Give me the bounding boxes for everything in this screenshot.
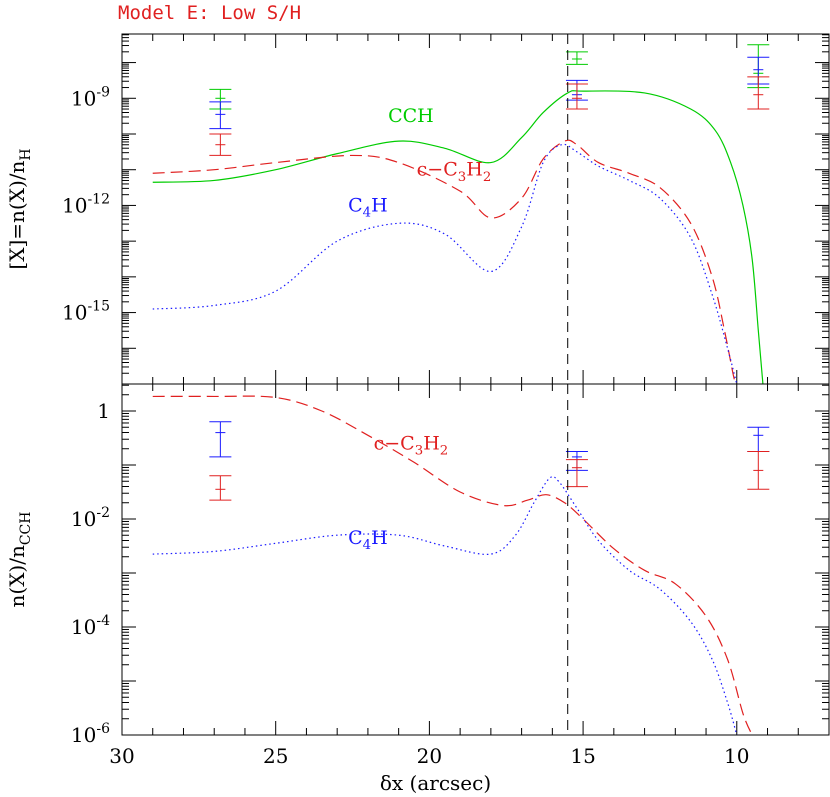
observation-errorbar [747,76,770,110]
y-tick-label: 10-9 [71,84,110,110]
plot-frame [121,383,830,736]
observation-errorbar [747,426,770,452]
series-line-cch [152,90,764,384]
y-tick-label: 10-2 [71,505,110,531]
observation-errorbar [565,51,588,65]
series-annotation: c−C3H2 [417,159,492,185]
observation-errorbar [209,475,232,501]
series-line-c4h [152,475,738,735]
series-line-cc3h2 [152,395,753,735]
y-tick-label: 10-4 [71,613,110,639]
plot-frame [121,33,830,385]
observation-errorbar [209,101,232,130]
observation-errorbar [209,133,232,156]
y-tick-label: 10-12 [62,191,110,217]
x-tick-label: 20 [417,744,442,768]
y-axis-label: [X]=n(X)/nH [5,148,34,269]
x-tick-label: 30 [109,744,134,768]
y-tick-label: 1 [97,399,110,423]
observation-errorbar [747,451,770,490]
series-annotation: CCH [388,105,434,127]
panel-top: 10-9 10-12 10-15 CCH c−C3H2 C4H [X]=n(X)/nH [5,33,830,385]
panel-bottom: 1 10-2 10-4 10-6 c−C3H2 C4H n(X)/nCCH 30 25 20 15 1… [5,383,830,795]
y-tick-label: 10-6 [71,721,110,747]
y-axis-label: n(X)/nCCH [5,512,34,608]
y-tick-label: 10-15 [62,299,110,325]
series-line-cc3h2 [152,139,738,384]
observation-errorbar [565,459,588,488]
series-annotation: C4H [348,194,388,220]
series-annotation: C4H [348,527,388,553]
series-annotation: c−C3H2 [374,432,449,458]
observation-errorbar [747,56,770,85]
x-tick-label: 15 [570,744,595,768]
observation-errorbar [565,83,588,110]
x-tick-label: 10 [724,744,749,768]
observation-errorbar [209,421,232,458]
x-tick-label: 25 [263,744,288,768]
figure-title: Model E: Low S/H [118,2,302,24]
x-axis-label: δx (arcsec) [380,771,491,795]
